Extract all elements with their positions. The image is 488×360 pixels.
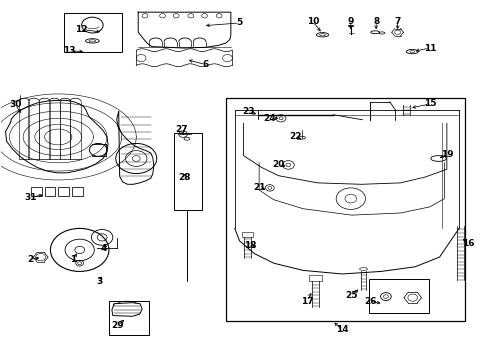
Text: 15: 15 bbox=[423, 99, 435, 108]
Text: 12: 12 bbox=[75, 25, 87, 34]
Bar bbox=[44, 187, 55, 196]
Bar bbox=[72, 187, 82, 196]
Text: 11: 11 bbox=[423, 44, 435, 53]
Text: 26: 26 bbox=[363, 297, 376, 306]
Text: 6: 6 bbox=[202, 60, 208, 69]
Text: 16: 16 bbox=[461, 239, 473, 248]
Text: 8: 8 bbox=[372, 17, 379, 26]
Text: 18: 18 bbox=[244, 241, 256, 250]
Text: 2: 2 bbox=[27, 255, 33, 264]
Text: 3: 3 bbox=[96, 276, 102, 285]
Bar bbox=[173, 134, 202, 211]
Text: 21: 21 bbox=[252, 183, 265, 192]
Text: 5: 5 bbox=[236, 18, 242, 27]
Text: 27: 27 bbox=[174, 125, 187, 134]
Text: 10: 10 bbox=[306, 17, 318, 26]
Bar bbox=[109, 301, 149, 335]
Bar bbox=[308, 275, 321, 281]
Text: 14: 14 bbox=[335, 325, 347, 334]
Bar bbox=[64, 13, 122, 51]
Text: 29: 29 bbox=[111, 321, 124, 330]
Text: 30: 30 bbox=[9, 100, 21, 109]
Text: 22: 22 bbox=[289, 132, 301, 141]
Bar bbox=[225, 98, 464, 320]
Text: 17: 17 bbox=[300, 297, 313, 306]
Text: 19: 19 bbox=[440, 150, 453, 159]
Text: 4: 4 bbox=[101, 244, 107, 253]
Text: 1: 1 bbox=[70, 255, 76, 264]
Text: 25: 25 bbox=[345, 291, 357, 300]
Text: 20: 20 bbox=[272, 160, 284, 169]
Bar bbox=[31, 187, 41, 196]
Text: 24: 24 bbox=[263, 114, 276, 123]
Text: 28: 28 bbox=[178, 173, 190, 182]
Text: 23: 23 bbox=[242, 107, 254, 116]
Text: 31: 31 bbox=[24, 193, 37, 202]
Bar bbox=[58, 187, 69, 196]
Text: 7: 7 bbox=[394, 17, 400, 26]
Bar bbox=[368, 279, 428, 314]
Bar bbox=[242, 232, 252, 237]
Text: 9: 9 bbox=[347, 17, 353, 26]
Text: 13: 13 bbox=[62, 46, 75, 55]
